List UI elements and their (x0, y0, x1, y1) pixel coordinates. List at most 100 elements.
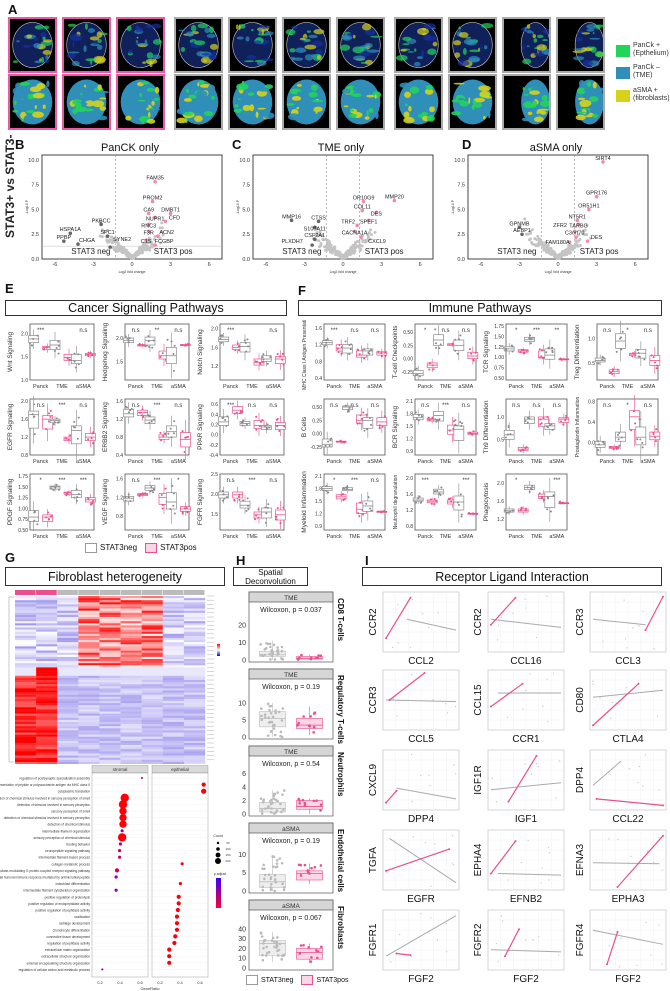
tissue-region (255, 102, 259, 110)
heatmap-cell (15, 646, 37, 649)
gene-point-labeled (585, 239, 590, 243)
sample-point (259, 643, 262, 646)
gene-label: CHGA (79, 238, 95, 244)
heatmap-cell (183, 598, 206, 601)
sample-point (431, 416, 434, 419)
sample-point (531, 485, 534, 488)
heatmap-cell (183, 621, 206, 624)
heatmap-cell (141, 736, 163, 739)
heatmap-cell (78, 646, 100, 649)
heatmap-cell (57, 648, 79, 651)
sample-point (597, 440, 600, 443)
sample-point (142, 492, 145, 495)
sample-point (565, 416, 568, 419)
column-annotation (162, 590, 184, 595)
sample-point (273, 878, 277, 881)
gene-point-labeled (163, 219, 168, 224)
sample-point (365, 502, 368, 505)
sample-point (658, 924, 660, 926)
stat3neg-regression-line (592, 760, 622, 786)
heatmap-cell (120, 596, 142, 599)
heatmap-cell (36, 698, 58, 702)
heatmap-cell (99, 684, 121, 687)
stat3pos-point (616, 930, 619, 933)
color-legend-bar (216, 878, 221, 908)
tissue-region (533, 116, 544, 122)
receptor-label: CCR3 (368, 686, 379, 714)
gene-point (105, 238, 109, 242)
dendrogram (8, 596, 14, 763)
sample-point (261, 356, 264, 359)
heatmap-cell (57, 711, 79, 714)
sample-point (418, 495, 421, 498)
gene-point-labeled (144, 238, 148, 242)
sample-point (270, 720, 274, 724)
sample-point (247, 345, 250, 348)
sample-point (77, 353, 80, 356)
heatmap-cell (36, 751, 58, 754)
heatmap-cell (162, 665, 185, 668)
sample-point (222, 493, 225, 496)
gene-label: CA9 (143, 207, 154, 213)
gene-point (545, 250, 549, 254)
tissue-region (83, 108, 95, 112)
sample-point (264, 506, 267, 509)
sample-point (264, 954, 268, 957)
y-tick-label: 0.50 (18, 528, 28, 534)
y-axis-label: VEGF Signaling (102, 478, 109, 525)
sample-point (280, 861, 284, 865)
y-tick-label: 1.6 (211, 345, 218, 351)
sample-point (325, 339, 328, 342)
tissue-region (83, 84, 87, 88)
heatmap-cell (78, 738, 100, 742)
sample-point (551, 349, 554, 352)
heatmap-cell (99, 761, 121, 764)
sample-point (636, 964, 638, 966)
heatmap-cell (141, 692, 163, 695)
heatmap-cell (162, 614, 185, 618)
sample-point (391, 646, 394, 649)
tissue-region (352, 85, 365, 92)
gene-label: C3orf70 (565, 230, 585, 236)
sample-point (611, 373, 614, 376)
heatmap-cell (120, 688, 142, 691)
heatmap-cell (141, 598, 163, 601)
significance-label: n.s (132, 403, 140, 409)
x-tick-label: aSMA (640, 384, 655, 390)
sample-point (325, 489, 328, 492)
tissue-region (576, 87, 586, 95)
sample-point (396, 715, 398, 717)
heatmap-cell (120, 749, 142, 752)
tissue-region (417, 27, 429, 36)
sample-point (410, 753, 413, 756)
y-tick-label: 1.00 (494, 355, 504, 361)
sample-point (45, 428, 48, 431)
stat3pos-point (385, 637, 387, 640)
sample-point (434, 418, 437, 421)
gene-point-labeled (146, 211, 151, 216)
x-tick-label: TME (531, 534, 543, 540)
sample-point (547, 346, 550, 349)
tissue-region (577, 97, 586, 101)
sample-point (380, 352, 383, 355)
heatmap-cell (78, 642, 100, 645)
stat3neg-box (594, 440, 606, 448)
tissue-region (532, 100, 538, 107)
heatmap-cell (15, 654, 37, 658)
heatmap-cell (120, 604, 142, 607)
y-tick-label: 10.0 (28, 158, 39, 164)
significance-label: n.s (644, 403, 652, 409)
sample-point (148, 421, 151, 424)
x-tick-label: Panck (600, 384, 616, 390)
heatmap-cell (57, 673, 79, 676)
go-term-label: neuropeptide signaling pathway (45, 849, 90, 853)
heatmap-cell (99, 619, 121, 622)
sample-point (223, 497, 226, 500)
stat3pos-point (504, 955, 506, 958)
sample-point (267, 721, 271, 724)
sample-point (460, 513, 463, 516)
tissue-region (139, 92, 143, 97)
sample-point (269, 658, 272, 661)
heatmap-cell (183, 747, 206, 750)
